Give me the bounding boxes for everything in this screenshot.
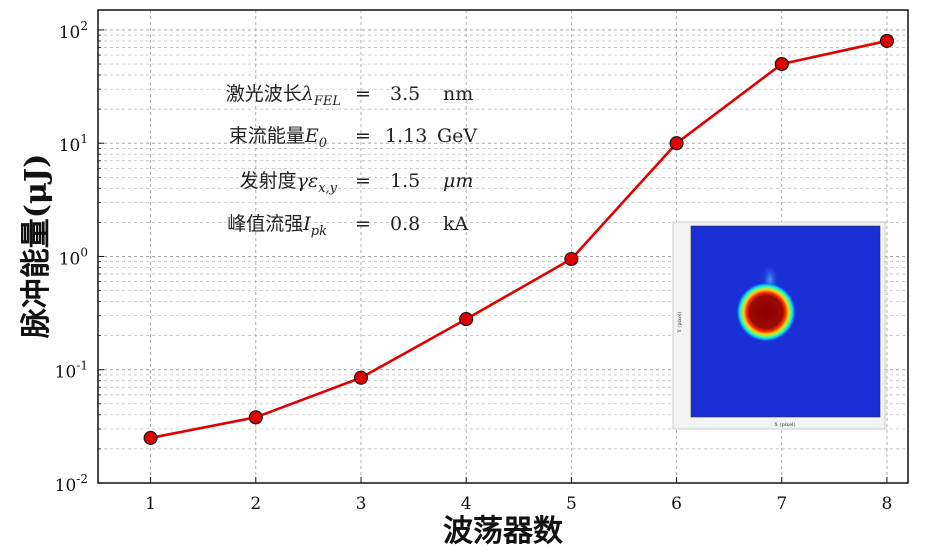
data-point (879, 33, 895, 48)
annotation-value: 1.13 (385, 125, 427, 147)
y-tick-label: 10-1 (55, 359, 88, 383)
y-axis-title: 脉冲能量(μJ) (19, 154, 54, 339)
x-tick-label: 6 (671, 494, 682, 514)
inset-beam-profile: X (pixel) Y (pixel) (672, 221, 886, 430)
annotation-equals: = (355, 213, 371, 235)
x-axis-title: 波荡器数 (443, 514, 564, 549)
annotation-equals: = (355, 125, 371, 147)
data-point (564, 251, 579, 267)
y-axis-ticks: 10-2 10-1 100 101 102 (55, 19, 104, 496)
annotation-equals: = (355, 170, 371, 192)
inset-y-label: Y (pixel) (676, 311, 683, 333)
annotation-value: 0.8 (390, 213, 420, 235)
x-tick-label: 7 (776, 494, 787, 514)
parameter-annotations: 激光波长λFEL = 3.5 nm 束流能量E0 = 1.13 GeV 发射度γεx,y = 1.5… (226, 83, 478, 239)
data-point (459, 312, 474, 327)
y-tick-label: 101 (59, 132, 88, 156)
annotation-equals: = (355, 83, 371, 105)
annotation-value: 1.5 (390, 170, 420, 192)
plot-frame (97, 9, 909, 484)
data-series (143, 33, 895, 445)
x-tick-label: 8 (882, 494, 893, 514)
data-point (669, 136, 684, 151)
data-point (774, 56, 789, 72)
annotation-unit: μm (443, 170, 473, 192)
x-tick-label: 1 (145, 494, 156, 514)
x-tick-label: 2 (250, 494, 261, 514)
annotation-label: 激光波长λFEL (226, 83, 341, 109)
annotation-label: 峰值流强Ipk (227, 213, 327, 239)
data-point (353, 370, 369, 385)
y-tick-label: 10-2 (55, 472, 88, 496)
y-tick-label: 102 (59, 19, 88, 43)
x-tick-label: 5 (566, 494, 577, 514)
x-axis-ticks: 1 2 3 4 5 6 7 8 (145, 477, 892, 514)
annotation-value: 3.5 (390, 83, 420, 105)
annotation-label: 束流能量E0 (229, 125, 327, 151)
y-tick-label: 100 (59, 245, 88, 269)
inset-beam-spot (736, 282, 796, 342)
annotation-unit: kA (443, 213, 469, 235)
annotation-label: 发射度γεx,y (240, 170, 338, 196)
data-point (248, 410, 263, 425)
annotation-unit: GeV (437, 125, 477, 147)
x-tick-label: 3 (356, 494, 367, 514)
x-tick-label: 4 (461, 494, 472, 514)
series-line (150, 39, 888, 440)
inset-x-label: X (pixel) (774, 421, 795, 428)
annotation-unit: nm (443, 83, 473, 105)
data-point (143, 430, 158, 445)
